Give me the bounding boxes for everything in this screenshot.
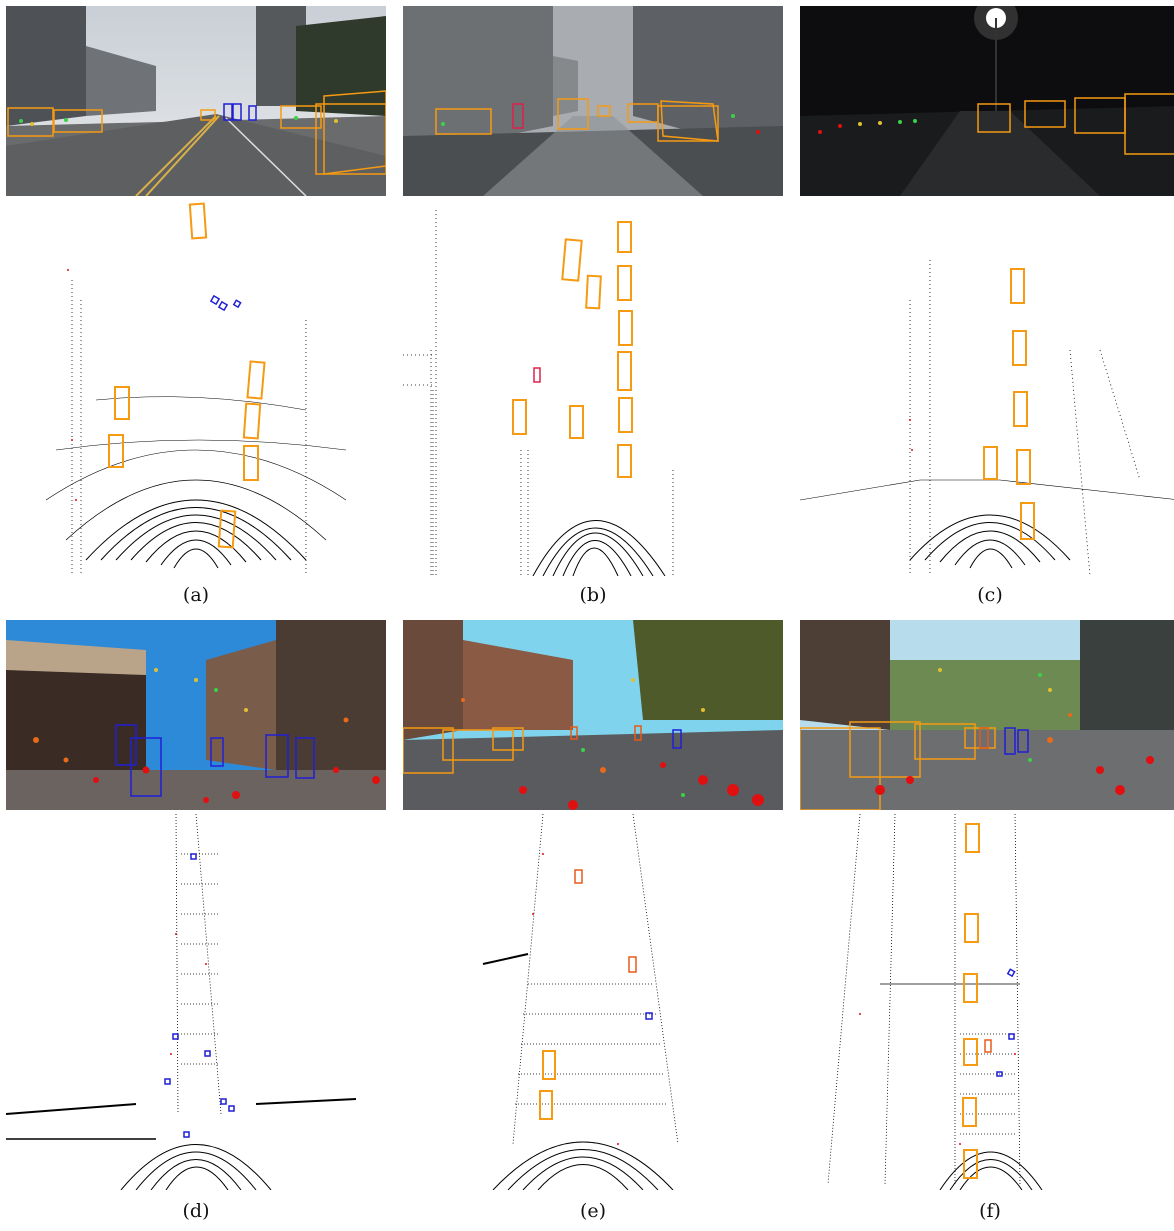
panel-caption: (a) [182,584,210,606]
bev-lidar-c [800,200,1174,576]
camera-image-f [800,620,1174,810]
camera-image-e [403,620,783,810]
camera-image-a [6,6,386,196]
panel-e: (e) [403,620,783,1230]
bev-lidar-d [6,814,386,1190]
panel-a: (a) [6,6,386,606]
panel-caption: (f) [979,1200,1001,1222]
panel-f: (f) [800,620,1174,1230]
panel-caption: (e) [579,1200,607,1222]
panel-b: (b) [403,6,783,606]
bev-lidar-e [403,814,783,1190]
panel-caption: (b) [579,584,607,606]
panel-d: (d) [6,620,386,1230]
bev-lidar-a [6,200,386,576]
bev-lidar-f [800,814,1174,1190]
panel-c: (c) [800,6,1174,606]
camera-image-c [800,6,1174,196]
bev-lidar-b [403,200,783,576]
panel-caption: (c) [977,584,1003,606]
camera-image-b [403,6,783,196]
panel-caption: (d) [182,1200,210,1222]
camera-image-d [6,620,386,810]
